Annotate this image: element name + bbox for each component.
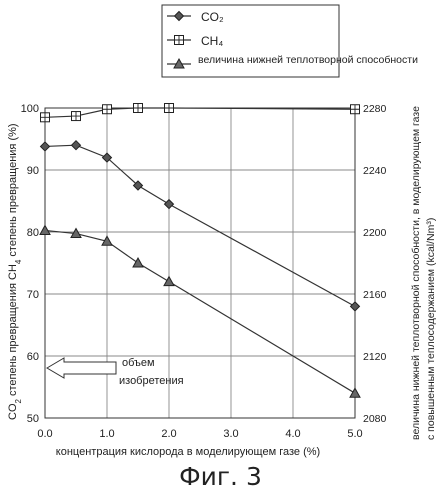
legend-label-ch4: CH₄ (201, 34, 223, 48)
y-right-tick-label-1: 2120 (363, 351, 387, 363)
y-left-tick-label-2: 70 (27, 289, 39, 301)
y-right-tick-label-3: 2200 (363, 227, 387, 239)
point-ch4-5 (350, 104, 360, 115)
y-right-tick-label-2: 2160 (363, 289, 387, 301)
legend-frame (161, 4, 340, 78)
legend-marker-ch4 (174, 35, 184, 45)
legend-label-heat: величина нижней теплотворной способности (198, 54, 418, 66)
x-tick-label-1: 1.0 (99, 428, 114, 440)
chart: CO₂ CH₄ величина нижней теплотворной спо… (7, 4, 437, 458)
legend-label-co2: CO₂ (201, 10, 224, 24)
x-axis-ticks: 0.0 1.0 2.0 3.0 4.0 5.0 (37, 428, 362, 440)
y-axis-right-label-line2: с повышенным теплосодержанием (kcal/Nm³) (425, 218, 437, 440)
series-layer (39, 103, 361, 398)
x-tick-label-2: 2.0 (161, 428, 176, 440)
y-axis-right-ticks: 2080 2120 2160 2200 2240 2280 (363, 103, 387, 425)
legend-marker-co2 (173, 10, 185, 22)
figure-caption: Фиг. 3 (179, 462, 262, 491)
point-ch4-0 (40, 112, 50, 123)
annotation-line1: объем (122, 357, 155, 369)
scope-annotation: объем изобретения (46, 357, 184, 387)
point-co2-5 (349, 301, 361, 312)
y-right-tick-label-4: 2240 (363, 165, 387, 177)
point-ch4-3 (133, 103, 143, 113)
series-line-heating-value (44, 229, 356, 394)
point-ch4-2-hatch (102, 104, 112, 114)
point-ch4-4 (164, 103, 174, 113)
y-right-tick-label-5: 2280 (363, 103, 387, 115)
point-ch4-1 (71, 111, 81, 122)
y-axis-right-label-line1: величина нижней теплотворной способности… (410, 106, 422, 440)
series-line-co2 (44, 144, 356, 307)
y-axis-left-label: CO2 степень превращения CH4 степень прев… (7, 123, 23, 420)
scope-arrow-icon (46, 357, 117, 379)
point-co2-3 (132, 180, 144, 191)
point-co2-2 (101, 152, 113, 163)
point-heating-value-2 (101, 235, 113, 246)
point-heating-value-3 (132, 256, 144, 268)
point-ch4-0-hatch (40, 112, 50, 122)
y-left-tick-label-4: 90 (27, 165, 39, 177)
y-left-tick-label-0: 50 (27, 413, 39, 425)
point-ch4-5-hatch (350, 104, 360, 114)
y-right-tick-label-0: 2080 (363, 413, 387, 425)
point-ch4-3-hatch (133, 103, 143, 113)
point-heating-value-0 (39, 224, 51, 235)
point-heating-value-4 (163, 275, 175, 287)
y-axis-left-ticks: 50 60 70 80 90 100 (21, 103, 39, 425)
legend-marker-ch4-hatch (174, 35, 184, 45)
point-ch4-2 (102, 104, 112, 115)
point-heating-value-5 (349, 387, 361, 398)
y-left-tick-label-5: 100 (21, 103, 39, 115)
x-tick-label-5: 5.0 (347, 428, 362, 440)
point-co2-1 (70, 139, 82, 151)
legend: CO₂ CH₄ величина нижней теплотворной спо… (161, 4, 418, 78)
point-ch4-1-hatch (71, 111, 81, 121)
x-tick-label-4: 4.0 (285, 428, 300, 440)
point-heating-value-1 (70, 227, 82, 239)
point-co2-4 (163, 198, 175, 210)
y-left-tick-label-3: 80 (27, 227, 39, 239)
x-tick-label-0: 0.0 (37, 428, 52, 440)
x-tick-label-3: 3.0 (223, 428, 238, 440)
annotation-line2: изобретения (119, 375, 184, 387)
series-line-ch4 (44, 107, 356, 118)
point-co2-0 (39, 141, 51, 152)
y-left-tick-label-1: 60 (27, 351, 39, 363)
point-ch4-4-hatch (164, 103, 174, 113)
legend-marker-heat (173, 57, 185, 69)
x-axis-label: концентрация кислорода в моделирующем га… (56, 446, 320, 458)
